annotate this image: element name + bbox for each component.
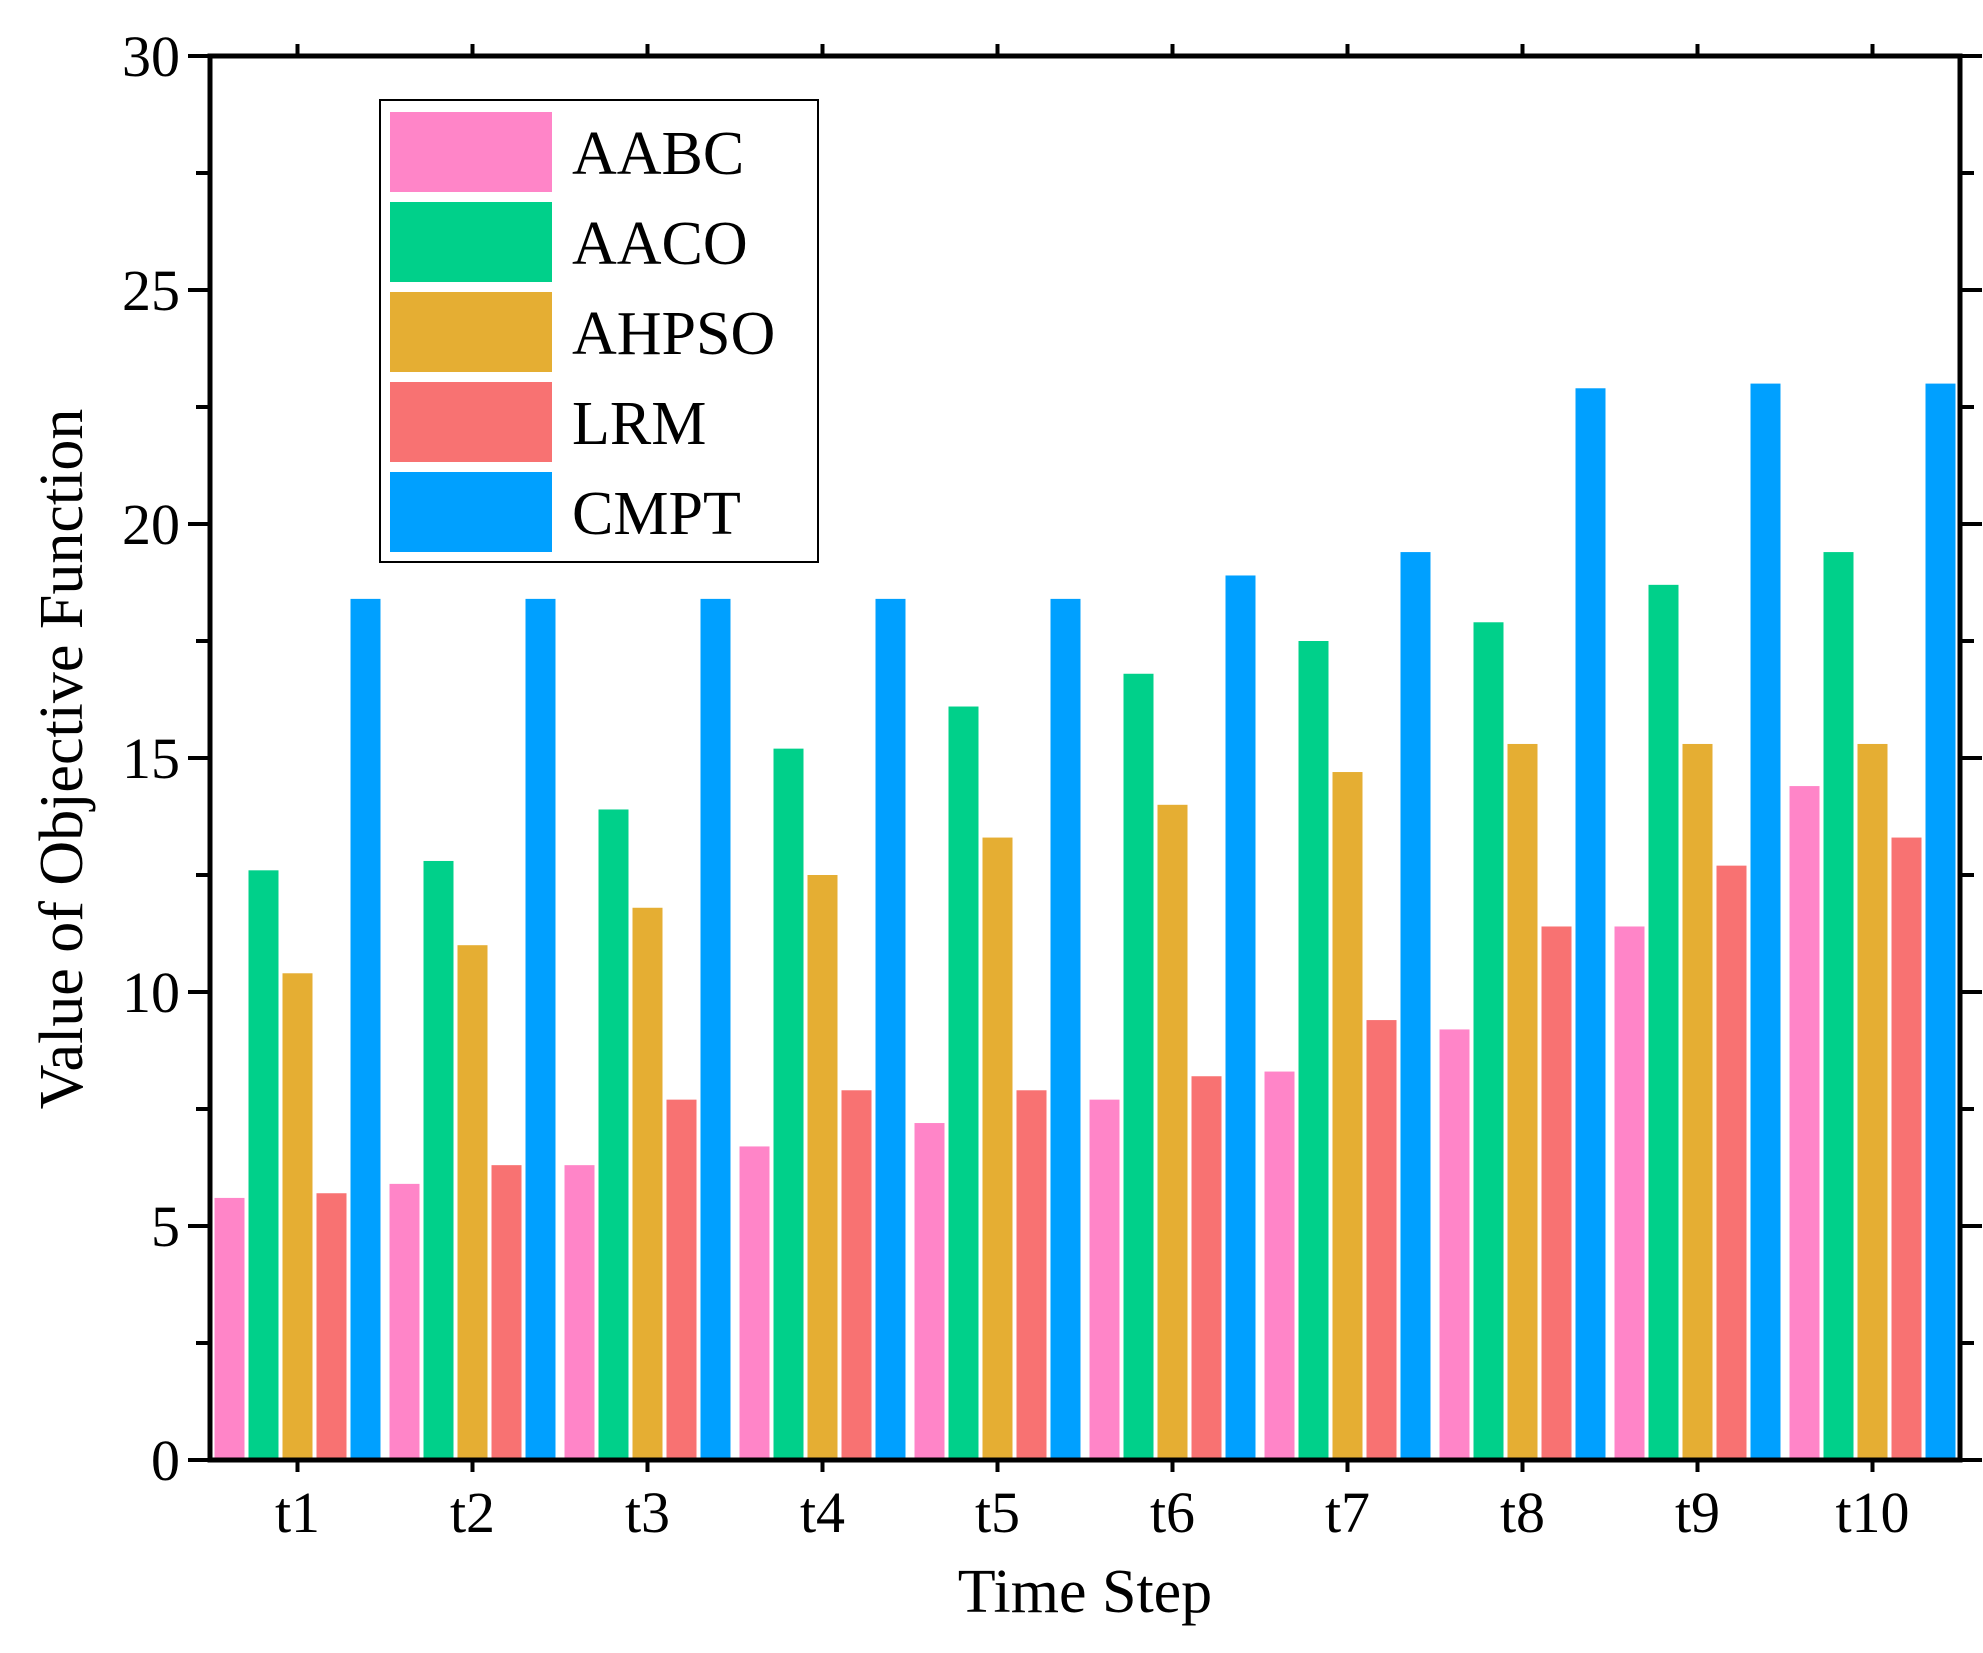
bar-aabc-t1	[214, 1197, 245, 1460]
plot-frame	[207, 53, 1963, 1463]
legend-label-aabc: AABC	[572, 120, 744, 188]
bar-cmpt-t8	[1575, 388, 1606, 1460]
bar-aabc-t9	[1614, 926, 1645, 1460]
x-axis-title: Time Step	[958, 1558, 1212, 1626]
legend: AABC AACO AHPSO LRM CMPT	[379, 99, 819, 563]
y-tick-label-5: 5	[151, 1194, 180, 1259]
bar-cmpt-t5	[1050, 598, 1081, 1460]
bar-ahpso-t8	[1507, 743, 1538, 1460]
bar-lrm-t4	[841, 1090, 872, 1460]
bar-ahpso-t7	[1332, 772, 1363, 1460]
bar-aaco-t9	[1648, 584, 1679, 1460]
bar-aaco-t6	[1123, 673, 1154, 1460]
bar-lrm-t7	[1366, 1020, 1397, 1460]
bar-cmpt-t4	[875, 598, 906, 1460]
bar-aabc-t7	[1264, 1071, 1295, 1460]
bar-ahpso-t3	[632, 907, 663, 1460]
x-tick-label-t10: t10	[1835, 1480, 1909, 1545]
bar-aabc-t8	[1439, 1029, 1470, 1460]
bar-aabc-t6	[1089, 1099, 1120, 1460]
legend-swatch-lrm	[390, 382, 552, 462]
bar-aaco-t2	[423, 860, 454, 1460]
y-tick-label-10: 10	[122, 960, 180, 1025]
bar-aaco-t7	[1298, 641, 1329, 1460]
bar-ahpso-t4	[807, 875, 838, 1460]
bar-lrm-t5	[1016, 1090, 1047, 1460]
bar-aabc-t5	[914, 1123, 945, 1460]
legend-swatch-aabc	[390, 112, 552, 192]
axes-layer: t1 t2 t3 t4 t5 t6 t7 t8 t9 t10 0 5 10 15 20 25 30	[122, 24, 1982, 1545]
y-tick-label-0: 0	[151, 1428, 180, 1493]
x-tick-label-t2: t2	[450, 1480, 495, 1545]
bar-aaco-t3	[598, 809, 629, 1460]
bars-layer	[214, 383, 1956, 1461]
legend-swatch-ahpso	[390, 292, 552, 372]
x-tick-label-t3: t3	[625, 1480, 670, 1545]
bar-lrm-t9	[1716, 865, 1747, 1460]
bar-aaco-t1	[248, 870, 279, 1460]
x-tick-label-t5: t5	[975, 1480, 1020, 1545]
bar-aaco-t5	[948, 706, 979, 1460]
legend-swatch-aaco	[390, 202, 552, 282]
legend-label-cmpt: CMPT	[572, 480, 741, 548]
bar-ahpso-t2	[457, 945, 488, 1460]
bar-ahpso-t6	[1157, 804, 1188, 1460]
x-tick-label-t9: t9	[1675, 1480, 1720, 1545]
x-tick-label-t6: t6	[1150, 1480, 1195, 1545]
bar-lrm-t6	[1191, 1076, 1222, 1460]
bar-lrm-t1	[316, 1193, 347, 1460]
bar-lrm-t3	[666, 1099, 697, 1460]
legend-swatch-cmpt	[390, 472, 552, 552]
bar-aaco-t4	[773, 748, 804, 1460]
bar-ahpso-t5	[982, 837, 1013, 1460]
bar-aabc-t3	[564, 1165, 595, 1460]
bar-aaco-t10	[1823, 552, 1854, 1460]
bar-cmpt-t9	[1750, 383, 1781, 1461]
y-tick-label-15: 15	[122, 726, 180, 791]
bar-lrm-t2	[491, 1165, 522, 1460]
y-tick-label-30: 30	[122, 24, 180, 89]
bar-ahpso-t10	[1857, 743, 1888, 1460]
bar-cmpt-t1	[350, 598, 381, 1460]
x-tick-label-t7: t7	[1325, 1480, 1370, 1545]
y-tick-label-25: 25	[122, 258, 180, 323]
y-tick-label-20: 20	[122, 492, 180, 557]
x-tick-label-t4: t4	[800, 1480, 845, 1545]
bar-aabc-t10	[1789, 786, 1820, 1460]
y-axis-title: Value of Objective Function	[28, 409, 96, 1110]
bar-cmpt-t10	[1925, 383, 1956, 1461]
bar-aabc-t4	[739, 1146, 770, 1460]
bar-lrm-t8	[1541, 926, 1572, 1460]
bar-cmpt-t3	[700, 598, 731, 1460]
bar-cmpt-t7	[1400, 552, 1431, 1460]
bar-aaco-t8	[1473, 622, 1504, 1460]
legend-label-ahpso: AHPSO	[572, 300, 775, 368]
bar-ahpso-t9	[1682, 743, 1713, 1460]
bar-cmpt-t6	[1225, 575, 1256, 1460]
legend-label-aaco: AACO	[572, 210, 748, 278]
legend-label-lrm: LRM	[572, 390, 706, 458]
bar-ahpso-t1	[282, 973, 313, 1460]
x-tick-label-t8: t8	[1500, 1480, 1545, 1545]
bar-lrm-t10	[1891, 837, 1922, 1460]
bar-cmpt-t2	[525, 598, 556, 1460]
bar-aabc-t2	[389, 1183, 420, 1460]
x-tick-label-t1: t1	[275, 1480, 320, 1545]
